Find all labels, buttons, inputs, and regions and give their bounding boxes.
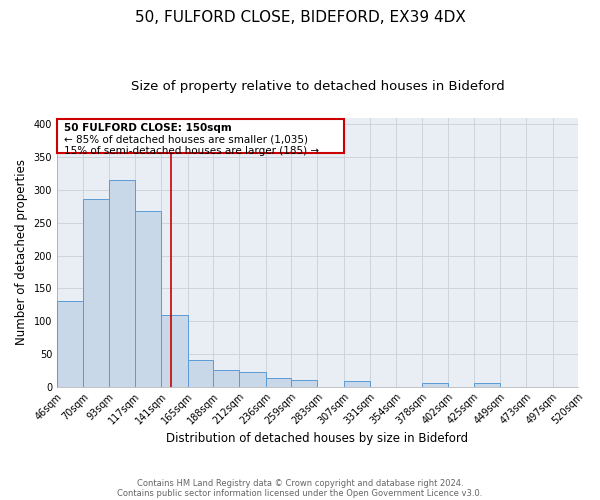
- Bar: [422, 384, 448, 386]
- Text: ← 85% of detached houses are smaller (1,035): ← 85% of detached houses are smaller (1,…: [64, 134, 308, 144]
- Text: 15% of semi-detached houses are larger (185) →: 15% of semi-detached houses are larger (…: [64, 146, 319, 156]
- Bar: [57, 302, 83, 386]
- Text: 50, FULFORD CLOSE, BIDEFORD, EX39 4DX: 50, FULFORD CLOSE, BIDEFORD, EX39 4DX: [134, 10, 466, 25]
- Bar: [344, 382, 370, 386]
- Bar: [83, 199, 109, 386]
- X-axis label: Distribution of detached houses by size in Bideford: Distribution of detached houses by size …: [166, 432, 469, 445]
- Title: Size of property relative to detached houses in Bideford: Size of property relative to detached ho…: [131, 80, 505, 93]
- Bar: [213, 370, 239, 386]
- Text: Contains HM Land Registry data © Crown copyright and database right 2024.: Contains HM Land Registry data © Crown c…: [137, 478, 463, 488]
- Bar: [239, 372, 266, 386]
- Bar: [109, 180, 135, 386]
- Bar: [291, 380, 317, 386]
- Bar: [135, 211, 161, 386]
- Text: Contains public sector information licensed under the Open Government Licence v3: Contains public sector information licen…: [118, 488, 482, 498]
- Bar: [188, 360, 213, 386]
- Bar: [161, 314, 188, 386]
- Bar: [473, 384, 500, 386]
- Bar: [266, 378, 291, 386]
- FancyBboxPatch shape: [57, 119, 344, 153]
- Text: 50 FULFORD CLOSE: 150sqm: 50 FULFORD CLOSE: 150sqm: [64, 123, 232, 133]
- Y-axis label: Number of detached properties: Number of detached properties: [15, 159, 28, 345]
